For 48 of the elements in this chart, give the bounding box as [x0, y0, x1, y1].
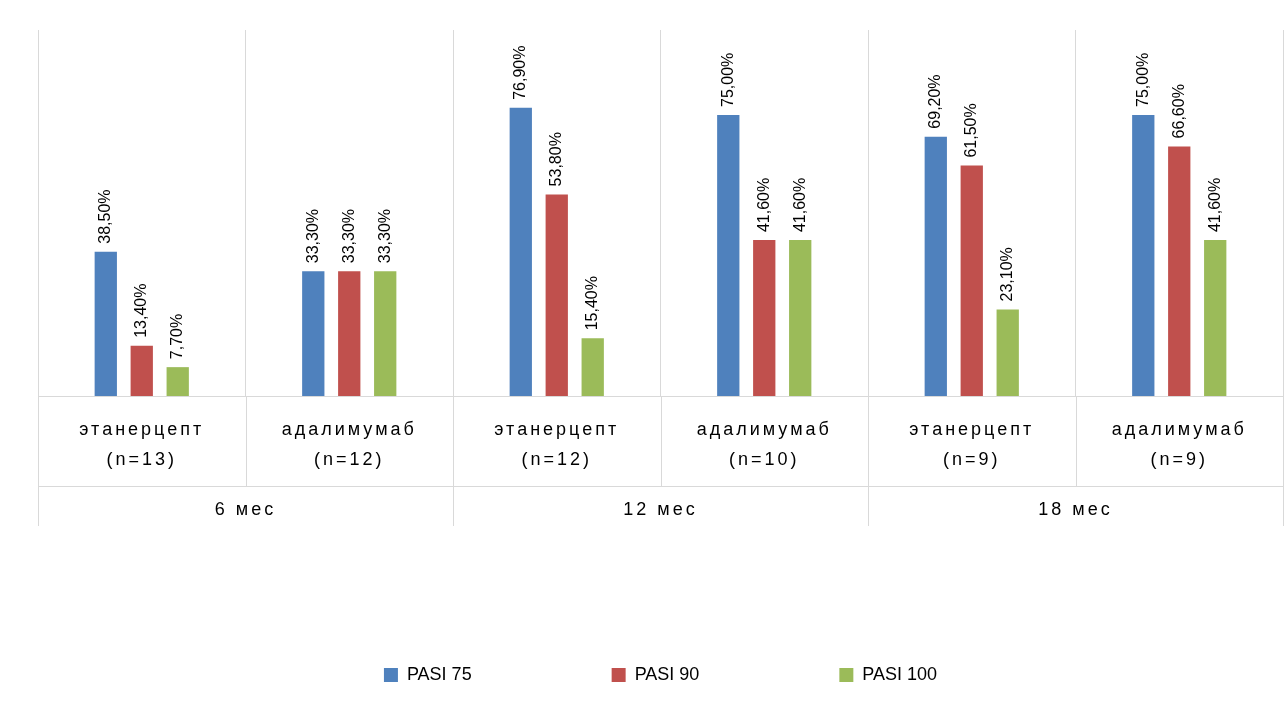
data-label: 76,90% [511, 45, 529, 100]
data-label: 33,30% [339, 208, 357, 264]
text: 12 мес [623, 498, 698, 519]
bar [130, 345, 153, 396]
legend-label: PASI 100 [862, 663, 938, 684]
x-tick-label: этанерцепт (n=13) [79, 418, 205, 469]
data-label: 33,30% [303, 208, 321, 264]
data-label: 23,10% [998, 247, 1016, 302]
text: 6 мес [214, 498, 277, 519]
legend-label: PASI 90 [634, 663, 700, 684]
bar [960, 165, 983, 396]
data-label: 15,40% [583, 276, 601, 331]
bar [166, 367, 189, 396]
data-label: 38,50% [96, 189, 114, 244]
bar [374, 271, 397, 396]
bar [717, 114, 740, 396]
x-tick-label: адалимумаб (n=10) [696, 418, 832, 469]
bar [581, 338, 604, 396]
x-tick-label: адалимумаб (n=12) [281, 418, 417, 469]
data-label: 61,50% [962, 103, 980, 158]
bar [996, 309, 1019, 396]
bar [753, 240, 776, 396]
bar [94, 251, 117, 396]
data-label: 41,60% [790, 177, 808, 233]
bar [924, 136, 947, 396]
bar [338, 271, 361, 396]
legend-label: PASI 75 [406, 663, 472, 684]
data-label: 33,30% [375, 208, 393, 264]
data-label: 13,40% [132, 283, 150, 338]
bar [789, 240, 812, 396]
data-label: 53,80% [547, 132, 565, 187]
bar [509, 107, 532, 396]
data-label: 41,60% [754, 177, 772, 233]
data-label: 41,60% [1205, 177, 1223, 233]
data-label: 69,20% [926, 74, 944, 129]
bar [545, 194, 568, 396]
data-label: 66,60% [1169, 84, 1187, 139]
bar [1168, 146, 1191, 396]
data-label: 75,00% [718, 52, 736, 107]
x-tick-label: этанерцепт (n=12) [494, 418, 620, 469]
data-label: 75,00% [1133, 52, 1151, 107]
bar [1132, 114, 1155, 396]
x-tick-label: адалимумаб (n=9) [1111, 418, 1247, 469]
bar [1204, 240, 1227, 396]
x-tick-label: этанерцепт (n=9) [909, 418, 1035, 469]
data-label: 7,70% [168, 313, 186, 360]
bar [302, 271, 325, 396]
text: 18 мес [1038, 498, 1113, 519]
